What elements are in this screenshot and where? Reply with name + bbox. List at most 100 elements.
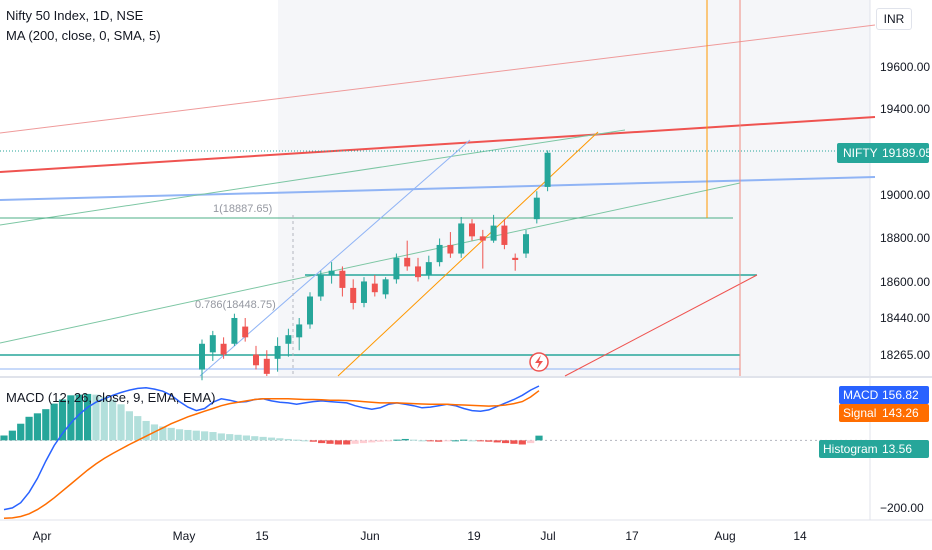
time-tick-label: Aug [714, 529, 735, 543]
candle [490, 214, 497, 243]
histogram-bar [234, 434, 242, 441]
last-price-tag: NIFTY 19189.05 [837, 143, 932, 163]
price-tick-label: 19400.00 [880, 102, 930, 116]
fib-label-0786: 0.786(18448.75) [195, 299, 276, 311]
green-channel-lower[interactable] [0, 182, 741, 344]
candle [274, 337, 281, 372]
histogram-bar [535, 435, 543, 441]
blue-trend-line[interactable] [0, 176, 876, 201]
histogram-bar [476, 440, 485, 442]
candle [285, 328, 292, 357]
price-tick-label: 18600.00 [880, 275, 930, 289]
macd-legend[interactable]: MACD (12, 26, close, 9, EMA, EMA) [6, 390, 216, 405]
histogram-bar [485, 440, 493, 442]
fib-label-1: 1(18887.65) [213, 203, 272, 215]
histogram-bar [201, 431, 209, 441]
axis-layer: 19600.00 19400.00 19000.00 18800.00 18600.00… [33, 60, 932, 543]
price-tick-label: 19000.00 [880, 188, 930, 202]
histogram-bar [401, 438, 409, 441]
candle [339, 266, 346, 297]
candle [479, 229, 486, 269]
ma-legend: MA (200, close, 0, SMA, 5) [6, 28, 161, 43]
histogram-bar [384, 440, 393, 442]
histogram-bar [318, 440, 326, 444]
candle [436, 238, 443, 267]
histogram-bar [334, 440, 342, 445]
histogram-bar [50, 403, 58, 441]
price-tick-label: 19600.00 [880, 60, 930, 74]
histogram-bar [426, 440, 434, 442]
histogram-bar [25, 416, 33, 441]
histogram-bar [435, 440, 443, 442]
candle [263, 350, 270, 376]
histogram-bar [8, 430, 16, 441]
histogram-bar [351, 440, 359, 444]
histogram-bar [284, 438, 292, 441]
histogram-bar [109, 399, 117, 441]
orange-trend-line[interactable] [337, 131, 599, 377]
red-resistance-line[interactable] [0, 116, 876, 173]
tag-symbol: NIFTY [843, 146, 878, 160]
histogram-bar [292, 439, 301, 441]
histogram-bar [17, 423, 25, 441]
histogram-bar [217, 433, 225, 441]
signal-value-tag: Signal 143.26 [839, 404, 929, 422]
candle [393, 253, 400, 284]
time-tick-label: Jun [360, 529, 379, 543]
histogram-bar [100, 396, 108, 441]
price-tick-label: 18800.00 [880, 231, 930, 245]
time-tick-label: 14 [793, 529, 807, 543]
histogram-bar [518, 440, 526, 445]
candle [307, 292, 313, 329]
histogram-value-tag: Histogram 13.56 [819, 440, 929, 458]
svg-text:156.82: 156.82 [882, 388, 919, 402]
time-tick-label: May [173, 529, 196, 543]
currency-button[interactable]: INR [876, 8, 912, 30]
candle [501, 219, 508, 250]
svg-text:Signal: Signal [843, 406, 876, 420]
lightning-icon[interactable] [529, 352, 549, 372]
drawing-layer: 1(18887.65) 0.786(18448.75) [0, 0, 876, 377]
histogram-bar [510, 440, 518, 444]
histogram-bar [209, 432, 217, 441]
candle [350, 279, 357, 310]
selection-shade [278, 0, 870, 376]
histogram-bar [42, 409, 50, 441]
candle [231, 313, 238, 346]
histogram-bar [242, 435, 251, 441]
candle [469, 219, 475, 241]
green-channel-upper[interactable] [0, 129, 626, 226]
histogram-bar [468, 440, 476, 442]
candle [523, 229, 529, 258]
svg-text:Histogram: Histogram [823, 442, 878, 456]
background-layer [0, 0, 932, 521]
histogram-bar [443, 440, 451, 442]
histogram-bar [134, 416, 142, 441]
candle [317, 270, 324, 301]
candle [371, 275, 378, 297]
symbol-title: Nifty 50 Index, 1D, NSE [6, 8, 144, 23]
histogram-bar [326, 440, 334, 444]
upper-red-channel-line[interactable] [0, 24, 876, 134]
histogram-bar [33, 413, 42, 441]
histogram-bar [309, 440, 317, 442]
time-tick-label: 15 [255, 529, 269, 543]
red-diagonal-line[interactable] [564, 274, 758, 377]
price-tick-label: 18265.00 [880, 348, 930, 362]
time-tick-label: 17 [625, 529, 639, 543]
candle [209, 330, 216, 361]
histogram-bar [92, 394, 100, 441]
histogram-bar [184, 429, 192, 441]
histogram-bar [58, 399, 67, 441]
candle [361, 277, 367, 308]
histogram-bar [451, 440, 460, 442]
candle [415, 257, 421, 282]
symbol-legend[interactable]: Nifty 50 Index, 1D, NSE MA (200, close, … [6, 6, 161, 46]
histogram-bar [276, 438, 284, 441]
histogram-bar [460, 439, 468, 441]
histogram-bar [175, 429, 184, 441]
signal-line [3, 390, 540, 520]
time-tick-label: Apr [33, 529, 52, 543]
histogram-bar [343, 440, 351, 445]
